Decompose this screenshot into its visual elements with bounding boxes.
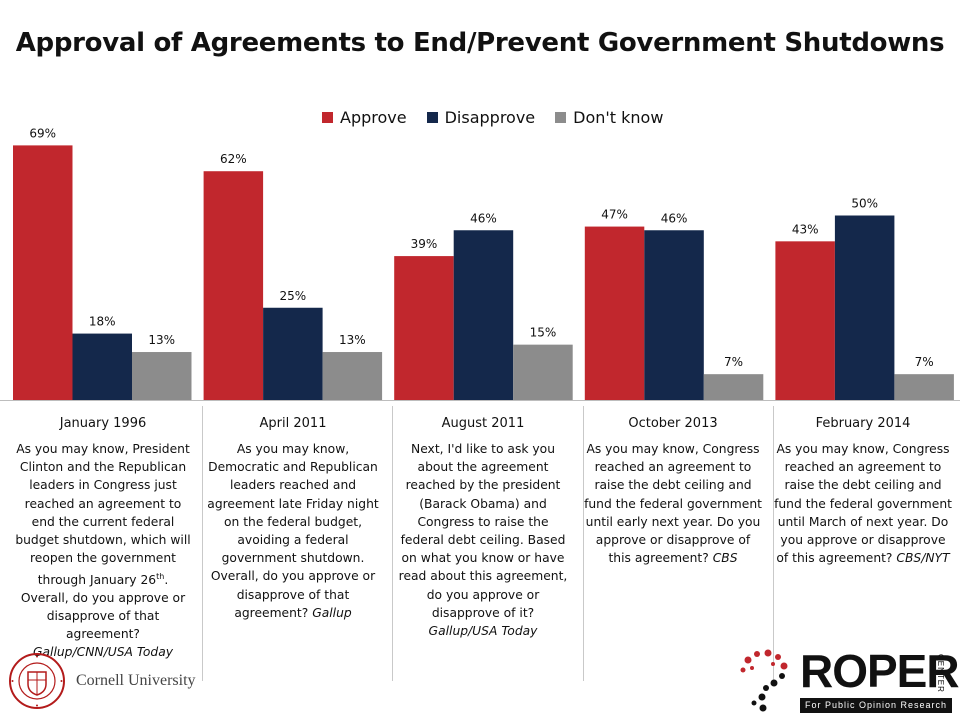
bar-approve-1	[203, 171, 264, 400]
question-text: As you may know, Democratic and Republic…	[207, 442, 379, 620]
bar-dontknow-0	[132, 352, 192, 400]
question-source: CBS	[712, 551, 738, 566]
question-source: Gallup/USA Today	[428, 624, 538, 639]
data-label: 47%	[601, 208, 628, 222]
category-label-apr-2011: April 2011	[259, 416, 327, 431]
data-label: 46%	[470, 211, 497, 225]
bar-dontknow-2	[513, 344, 573, 400]
category-label-aug-2011: August 2011	[441, 416, 525, 431]
category-label-jan-1996: January 1996	[59, 416, 147, 431]
column-divider	[202, 406, 203, 681]
legend-label-dontknow: Don't know	[573, 108, 664, 127]
data-label: 39%	[411, 237, 438, 251]
category-label-feb-2014: February 2014	[815, 416, 911, 431]
bar-approve-4	[775, 241, 835, 400]
data-label: 7%	[915, 355, 934, 369]
legend-swatch-dontknow	[555, 112, 567, 123]
question-text: As you may know, Congress reached an agr…	[774, 442, 952, 566]
legend-label-approve: Approve	[340, 108, 407, 127]
bar-chart: 69% 62% 39% 47% 43% 18% 25% 46% 46% 50% 13% 13% 15% 7…	[0, 126, 960, 401]
bar-approve-2	[394, 256, 454, 400]
roper-dots-icon	[740, 649, 788, 712]
question-source: CBS/NYT	[896, 551, 950, 566]
question-apr-2011: As you may know, Democratic and Republic…	[204, 440, 382, 622]
legend-label-disapprove: Disapprove	[444, 108, 536, 127]
bar-dontknow-3	[703, 374, 764, 400]
chart-legend: Approve Disapprove Don't know	[322, 108, 663, 127]
data-label: 15%	[530, 326, 557, 340]
column-divider	[773, 406, 774, 681]
bar-dontknow-1	[322, 352, 383, 400]
data-label: 43%	[792, 222, 819, 236]
roper-wordmark: ROPER	[800, 645, 960, 697]
cornell-name: Cornell University	[76, 672, 196, 689]
question-feb-2014: As you may know, Congress reached an agr…	[774, 440, 952, 567]
roper-center-logo: ROPER CENTER For Public Opinion Research	[738, 645, 960, 716]
category-label-oct-2013: October 2013	[628, 416, 718, 431]
legend-item-disapprove: Disapprove	[426, 108, 536, 127]
column-divider	[392, 406, 393, 681]
bar-disapprove-2	[453, 230, 514, 400]
cornell-logo: Cornell University	[8, 652, 196, 710]
data-label: 50%	[851, 197, 878, 211]
data-label: 13%	[339, 333, 366, 347]
question-text: As you may know, President Clinton and t…	[15, 442, 191, 642]
question-source: Gallup	[312, 605, 352, 620]
chart-title: Approval of Agreements to End/Prevent Go…	[15, 28, 945, 58]
data-label: 69%	[29, 126, 56, 140]
bar-dontknow-4	[894, 374, 954, 400]
legend-item-dontknow: Don't know	[555, 108, 663, 127]
data-label: 62%	[220, 152, 247, 166]
bar-disapprove-3	[644, 230, 704, 400]
question-text: As you may know, Congress reached an agr…	[584, 442, 762, 566]
bar-disapprove-4	[834, 215, 895, 400]
data-label: 18%	[89, 315, 116, 329]
bar-disapprove-1	[263, 307, 323, 400]
question-aug-2011: Next, I'd like to ask you about the agre…	[394, 440, 572, 640]
question-source: Gallup/CNN/USA Today	[32, 645, 174, 660]
question-oct-2013: As you may know, Congress reached an agr…	[584, 440, 762, 567]
bar-approve-0	[13, 145, 73, 400]
question-text: Next, I'd like to ask you about the agre…	[398, 442, 568, 620]
question-jan-1996: As you may know, President Clinton and t…	[14, 440, 192, 662]
cornell-seal-icon	[9, 653, 65, 709]
bar-approve-3	[584, 226, 645, 400]
data-label: 25%	[280, 289, 307, 303]
legend-swatch-approve	[322, 112, 333, 123]
data-label: 7%	[724, 355, 743, 369]
column-divider	[583, 406, 584, 681]
data-label: 46%	[661, 211, 688, 225]
data-label: 13%	[148, 333, 175, 347]
roper-tagline: For Public Opinion Research	[800, 698, 952, 713]
bar-disapprove-0	[72, 333, 132, 400]
legend-swatch-disapprove	[426, 112, 438, 123]
legend-item-approve: Approve	[322, 108, 407, 127]
roper-center-label: CENTER	[936, 654, 945, 693]
